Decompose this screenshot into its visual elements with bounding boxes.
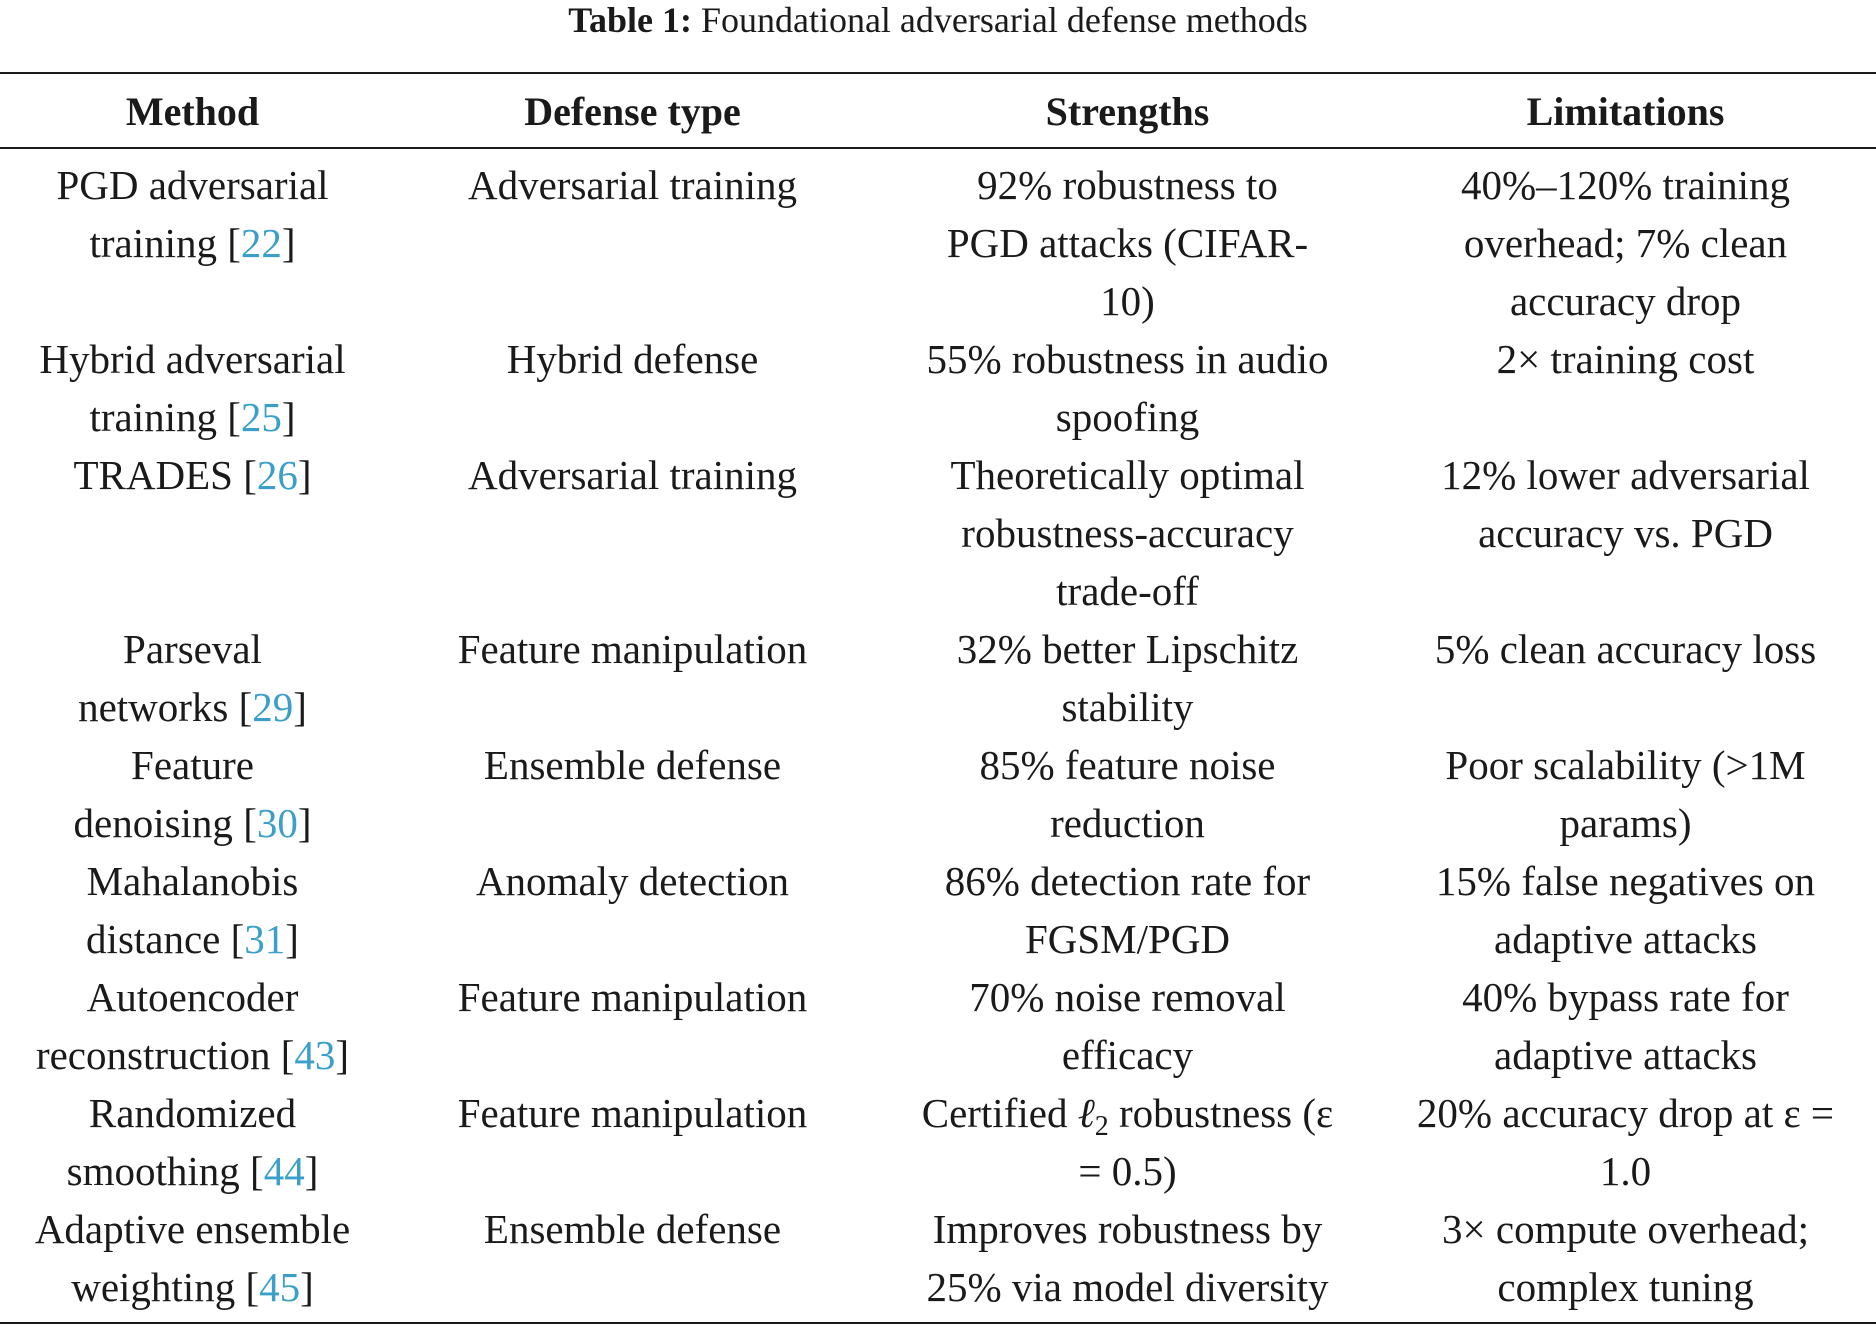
strengths-cell: Improves robustness by 25% via model div… [926, 1206, 1329, 1310]
citation-link[interactable]: 22 [240, 220, 282, 266]
citation-link[interactable]: 30 [256, 800, 298, 846]
method-name-cont: training [89, 220, 228, 266]
method-name-cont: training [89, 394, 228, 440]
method-name-cont: reconstruction [35, 1032, 281, 1078]
citation-link[interactable]: 44 [263, 1148, 305, 1194]
method-name: Mahalanobis [86, 858, 299, 904]
strengths-text-cont: robustness (ε = 0.5) [1078, 1090, 1334, 1194]
limitations-cell: 40%–120% training overhead; 7% clean acc… [1460, 162, 1791, 324]
top-rule [0, 72, 1876, 74]
method-name-cont: networks [78, 684, 239, 730]
header-limitations: Limitations [1526, 89, 1725, 134]
strengths-cell: Theoretically optimal robustness-accurac… [950, 452, 1305, 614]
method-name: Adaptive ensemble [34, 1206, 351, 1252]
ell-symbol: ℓ [1077, 1090, 1095, 1136]
header-defense-type: Defense type [524, 89, 741, 134]
strengths-cell: 92% robustness to PGD attacks (CIFAR-10) [946, 162, 1309, 324]
citation-link[interactable]: 26 [256, 452, 298, 498]
method-name: Hybrid adversarial [39, 336, 346, 382]
method-cell: Parseval networks [29] [0, 620, 385, 736]
limitations-cell: 3× compute overhead; complex tuning [1442, 1206, 1809, 1310]
defense-type-cell: Adversarial training [467, 162, 798, 208]
method-cell: Autoencoder reconstruction [43] [0, 968, 385, 1084]
limitations-cell: 40% bypass rate for adaptive attacks [1462, 974, 1789, 1078]
strengths-text: Certified [921, 1090, 1078, 1136]
method-name: TRADES [73, 452, 244, 498]
caption-label: Table 1: [568, 0, 692, 40]
method-name: Parseval [123, 626, 262, 672]
citation-link[interactable]: 31 [244, 916, 286, 962]
method-name-cont: distance [86, 916, 231, 962]
method-name-cont: weighting [71, 1264, 246, 1310]
defense-type-cell: Feature manipulation [457, 1090, 808, 1136]
method-cell: Hybrid adversarial training [25] [0, 330, 385, 446]
defense-type-cell: Feature manipulation [457, 974, 808, 1020]
defense-type-cell: Feature manipulation [457, 626, 808, 672]
method-name-cont: smoothing [66, 1148, 251, 1194]
header-rule [0, 147, 1876, 149]
limitations-cell: 5% clean accuracy loss [1434, 626, 1817, 672]
limitations-cell: 20% accuracy drop at ε = 1.0 [1416, 1090, 1835, 1194]
strengths-cell: 70% noise removal efficacy [969, 974, 1286, 1078]
table-header: Method Defense type Strengths Limitation… [0, 80, 1876, 144]
method-cell: Mahalanobis distance [31] [0, 852, 385, 968]
limitations-cell: Poor scalability (>1M params) [1445, 742, 1806, 846]
strengths-cell: 32% better Lipschitz stability [956, 626, 1299, 730]
strengths-cell: 86% detection rate for FGSM/PGD [944, 858, 1311, 962]
bottom-rule [0, 1322, 1876, 1324]
citation-link[interactable]: 29 [252, 684, 294, 730]
defense-type-cell: Ensemble defense [483, 742, 782, 788]
limitations-cell: 2× training cost [1496, 336, 1755, 382]
method-name: Autoencoder [86, 974, 299, 1020]
citation-link[interactable]: 43 [294, 1032, 336, 1078]
header-method: Method [125, 89, 260, 134]
table-caption: Table 1: Foundational adversarial defens… [0, 0, 1876, 40]
method-name-cont: denoising [73, 800, 244, 846]
defense-type-cell: Hybrid defense [506, 336, 759, 382]
citation-link[interactable]: 45 [259, 1264, 301, 1310]
strengths-cell: Certified ℓ2 robustness (ε = 0.5) [880, 1084, 1375, 1200]
citation-link[interactable]: 25 [240, 394, 282, 440]
method-cell: Adaptive ensemble weighting [45] [0, 1200, 385, 1316]
method-name: Feature [131, 742, 254, 788]
method-cell: PGD adversarial training [22] [0, 156, 385, 272]
caption-text: Foundational adversarial defense methods [691, 0, 1308, 40]
subscript: 2 [1094, 1111, 1109, 1142]
method-name: PGD adversarial [56, 162, 329, 208]
method-cell: Randomized smoothing [44] [0, 1084, 385, 1200]
defense-type-cell: Anomaly detection [475, 858, 790, 904]
strengths-cell: 55% robustness in audio spoofing [926, 336, 1329, 440]
defense-type-cell: Ensemble defense [483, 1206, 782, 1252]
limitations-cell: 15% false negatives on adaptive attacks [1435, 858, 1816, 962]
limitations-cell: 12% lower adversarial accuracy vs. PGD [1441, 452, 1810, 556]
method-cell: Feature denoising [30] [0, 736, 385, 852]
defense-type-cell: Adversarial training [467, 452, 798, 498]
strengths-cell: 85% feature noise reduction [979, 742, 1276, 846]
method-cell: TRADES [26] [73, 452, 312, 498]
method-name: Randomized [88, 1090, 297, 1136]
header-strengths: Strengths [1045, 89, 1210, 134]
